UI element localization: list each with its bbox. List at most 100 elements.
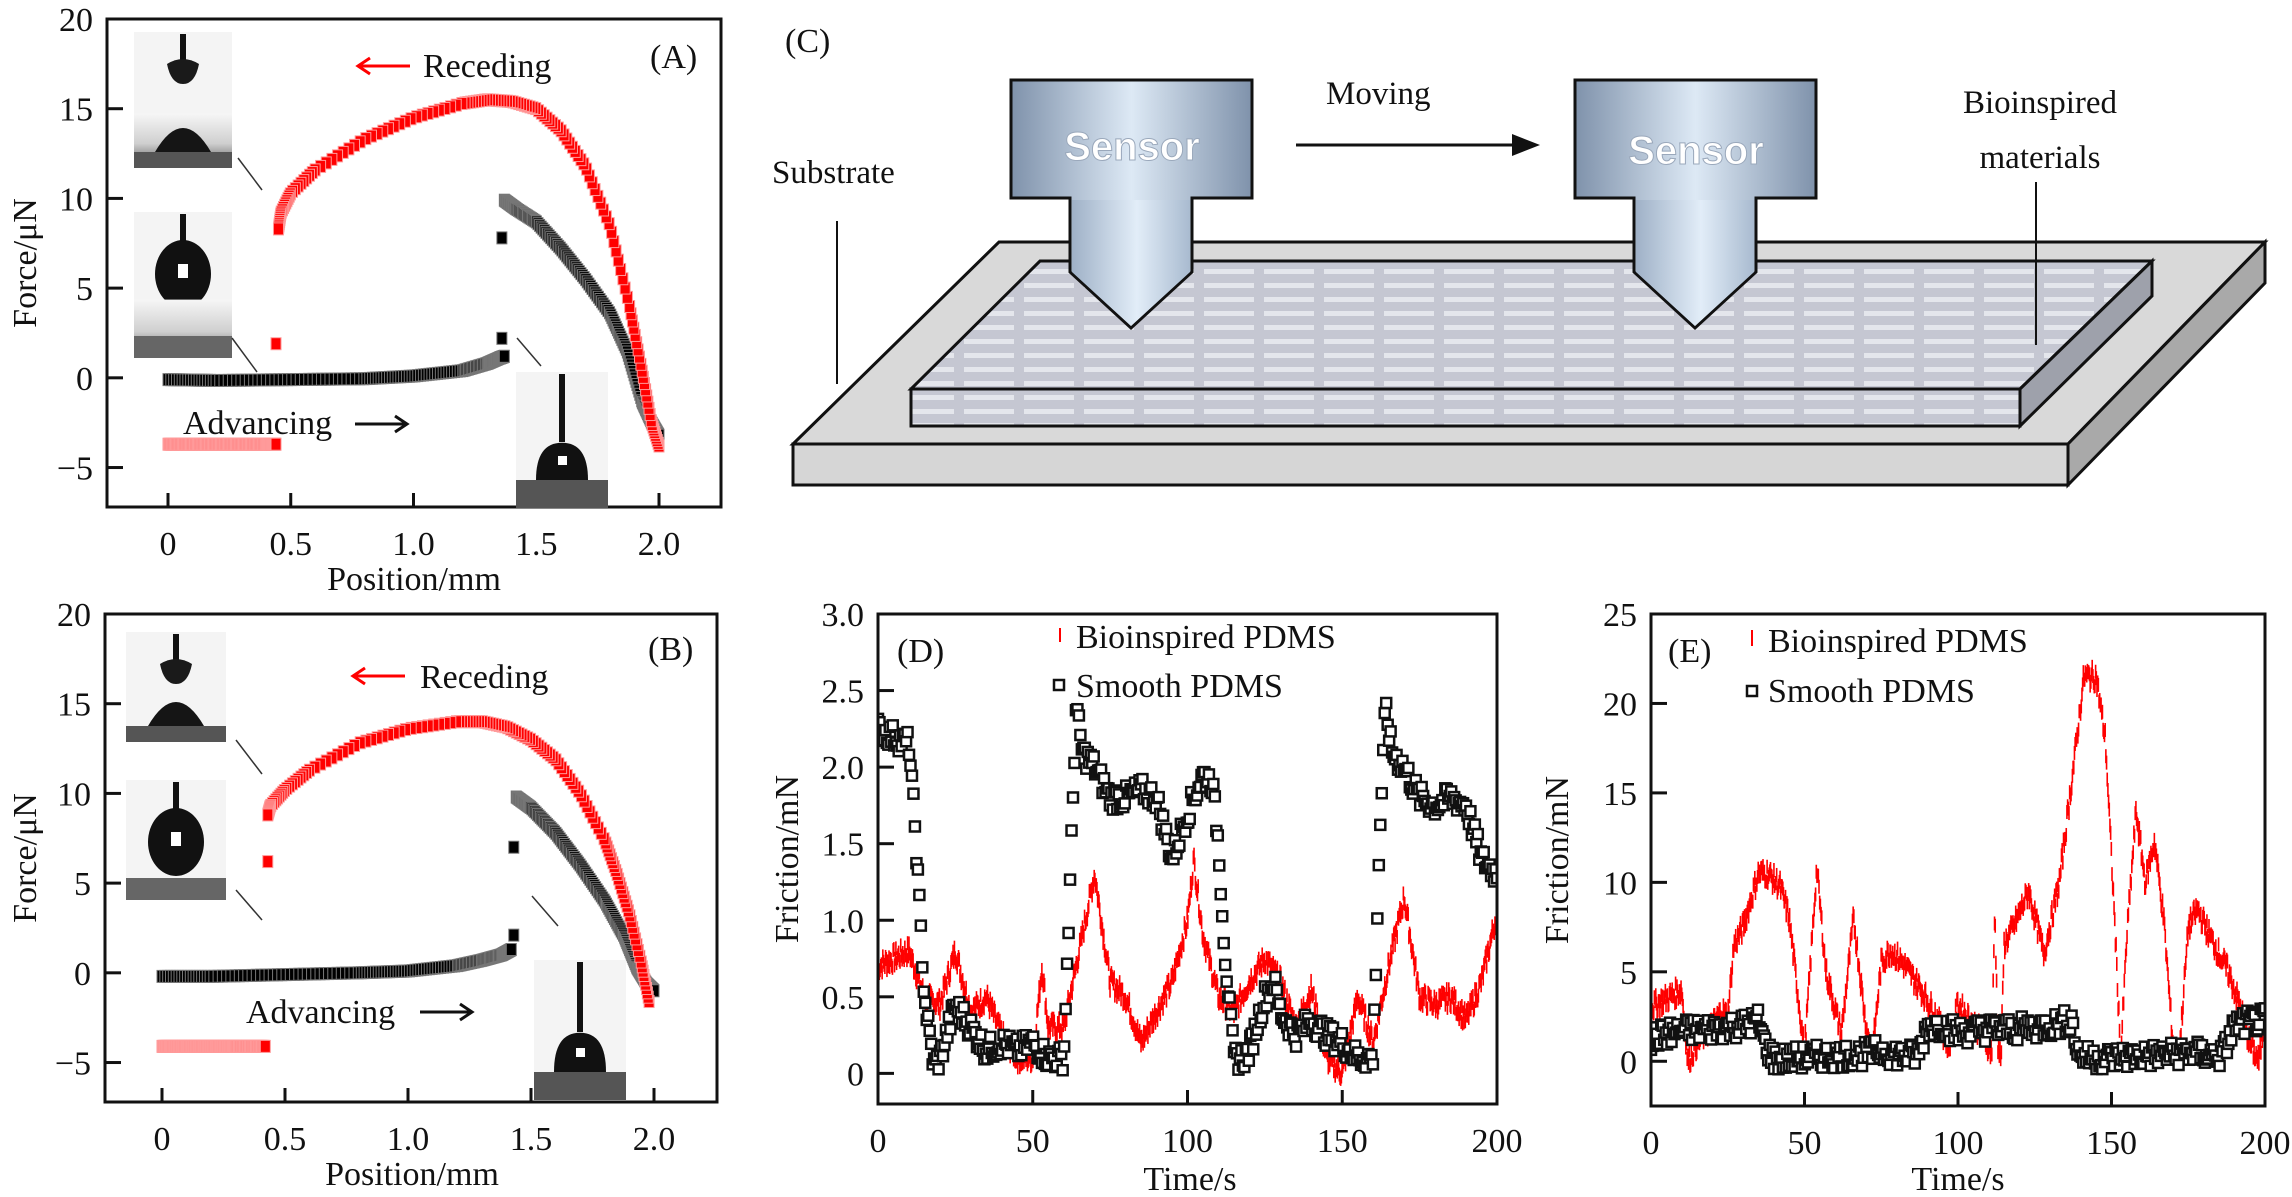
data-point: [936, 1049, 950, 1063]
data-point: [1917, 1041, 1930, 1055]
data-point: [1060, 957, 1074, 970]
y-tick-label: 15: [1603, 776, 1637, 813]
data-point: [1402, 761, 1415, 775]
data-point: [1378, 706, 1391, 720]
pointer-line: [237, 157, 263, 191]
legend-marker-smooth: [1052, 678, 1066, 692]
data-point: [1369, 968, 1383, 982]
data-point: [1068, 756, 1081, 770]
y-tick-label: 25: [1603, 597, 1637, 634]
moving-label: Moving: [1326, 76, 1431, 112]
series-bioinspired-pdms: [1651, 659, 2265, 1073]
pointer-line: [235, 739, 263, 775]
substrate-side-face: [2066, 238, 2267, 489]
x-axis-title: Time/s: [1143, 1161, 1236, 1197]
panel-a-label: (A): [650, 39, 697, 76]
data-point: [1246, 1043, 1260, 1056]
data-point: [1224, 1007, 1238, 1021]
data-point: [1056, 1063, 1069, 1077]
substrate-front-face: [791, 442, 2070, 487]
pointer-line: [235, 889, 263, 921]
data-point: [1270, 983, 1284, 997]
advancing-label: Advancing: [183, 405, 332, 442]
x-tick-label: 100: [1162, 1123, 1213, 1160]
panel-d-data-layer: [878, 696, 1497, 1086]
panel-e-label: (E): [1668, 633, 1711, 670]
y-axis-title: Friction/mN: [1539, 776, 1576, 944]
legend-marker-smooth: [1745, 684, 1759, 698]
panel-c-diagram: (C) Sensor Sensor Moving Substrate Bioin…: [772, 23, 2269, 489]
x-tick-label: 2.0: [638, 526, 681, 563]
data-point: [1159, 822, 1173, 836]
droplet-photo-receding: [134, 32, 232, 168]
bioinspired-material-side: [2018, 257, 2154, 430]
y-tick-label: 5: [76, 271, 93, 308]
data-point: [1208, 790, 1222, 803]
x-tick-label: 1.5: [515, 526, 558, 563]
data-point: [1063, 873, 1077, 886]
data-point: [904, 759, 917, 772]
data-point: [1097, 772, 1111, 785]
x-tick-label: 0.5: [264, 1121, 307, 1158]
x-tick-label: 1.0: [392, 526, 435, 563]
data-point: [270, 437, 282, 451]
data-point: [1372, 858, 1386, 872]
y-tick-label: 0.5: [822, 980, 865, 1017]
data-point: [2238, 1027, 2251, 1041]
advancing-label: Advancing: [246, 994, 395, 1031]
data-point: [2172, 1058, 2185, 1072]
data-point: [272, 222, 284, 236]
data-point: [1087, 750, 1100, 763]
data-point: [1207, 777, 1220, 791]
y-tick-label: 1.5: [822, 827, 865, 864]
y-tick-label: −5: [55, 1046, 91, 1083]
data-point: [1066, 791, 1080, 804]
pointer-line: [531, 895, 559, 927]
data-point: [508, 928, 520, 942]
legend-label-bioinspired: Bioinspired PDMS: [1768, 623, 2028, 660]
data-point: [1471, 827, 1485, 841]
data-point: [957, 1000, 970, 1014]
data-point: [1223, 991, 1236, 1004]
panel-b-axes: 0 0.5 1.0 1.5 2.0 −5 0 5 10 15 20 Position/mm Force/…: [7, 597, 675, 1193]
y-tick-label: 0: [74, 956, 91, 993]
x-tick-label: 0: [154, 1121, 171, 1158]
data-point: [1062, 926, 1075, 940]
panel-b-frame: [103, 612, 719, 1104]
data-point: [917, 985, 931, 998]
left-arrow-icon: [355, 56, 371, 76]
y-axis-title: Friction/mN: [769, 775, 806, 943]
panel-b-chart: 0 0.5 1.0 1.5 2.0 −5 0 5 10 15 20 Position/mm Force/…: [7, 597, 719, 1193]
data-point: [496, 231, 508, 245]
data-point: [905, 769, 919, 782]
data-point: [1751, 1003, 1765, 1016]
droplet-photo-detached: [126, 780, 226, 900]
data-point: [919, 996, 932, 1010]
right-arrow-icon: [394, 414, 410, 434]
data-point: [907, 787, 920, 800]
data-point: [944, 1022, 957, 1036]
panel-d-legend: Bioinspired PDMS Smooth PDMS: [1052, 619, 1336, 705]
sensor-probe: [1072, 200, 1190, 326]
panel-d-axes: 0 50 100 150 200 0 0.5 1.0 1.5 2.0 2.5 3.0 Time/s Fri…: [769, 597, 1523, 1197]
y-tick-label: 20: [1603, 686, 1637, 723]
x-tick-label: 200: [1472, 1123, 1523, 1160]
data-point: [262, 808, 274, 822]
data-point: [1173, 839, 1186, 852]
data-point: [1477, 845, 1490, 859]
series-receding-detached-: [162, 437, 282, 451]
data-point: [1215, 910, 1229, 923]
data-point: [1464, 804, 1477, 818]
data-point: [932, 1063, 945, 1076]
sensor-label: Sensor: [1628, 129, 1764, 173]
x-tick-label: 0.5: [270, 526, 313, 563]
y-tick-label: 5: [1620, 955, 1637, 992]
pointer-line: [231, 337, 258, 373]
data-point: [984, 1030, 997, 1044]
y-tick-label: 15: [57, 687, 91, 724]
x-axis-title: Time/s: [1911, 1161, 2004, 1197]
x-tick-label: 0: [1643, 1125, 1660, 1162]
data-point: [2258, 1002, 2265, 1015]
data-point: [1183, 812, 1196, 826]
data-point: [916, 961, 929, 974]
